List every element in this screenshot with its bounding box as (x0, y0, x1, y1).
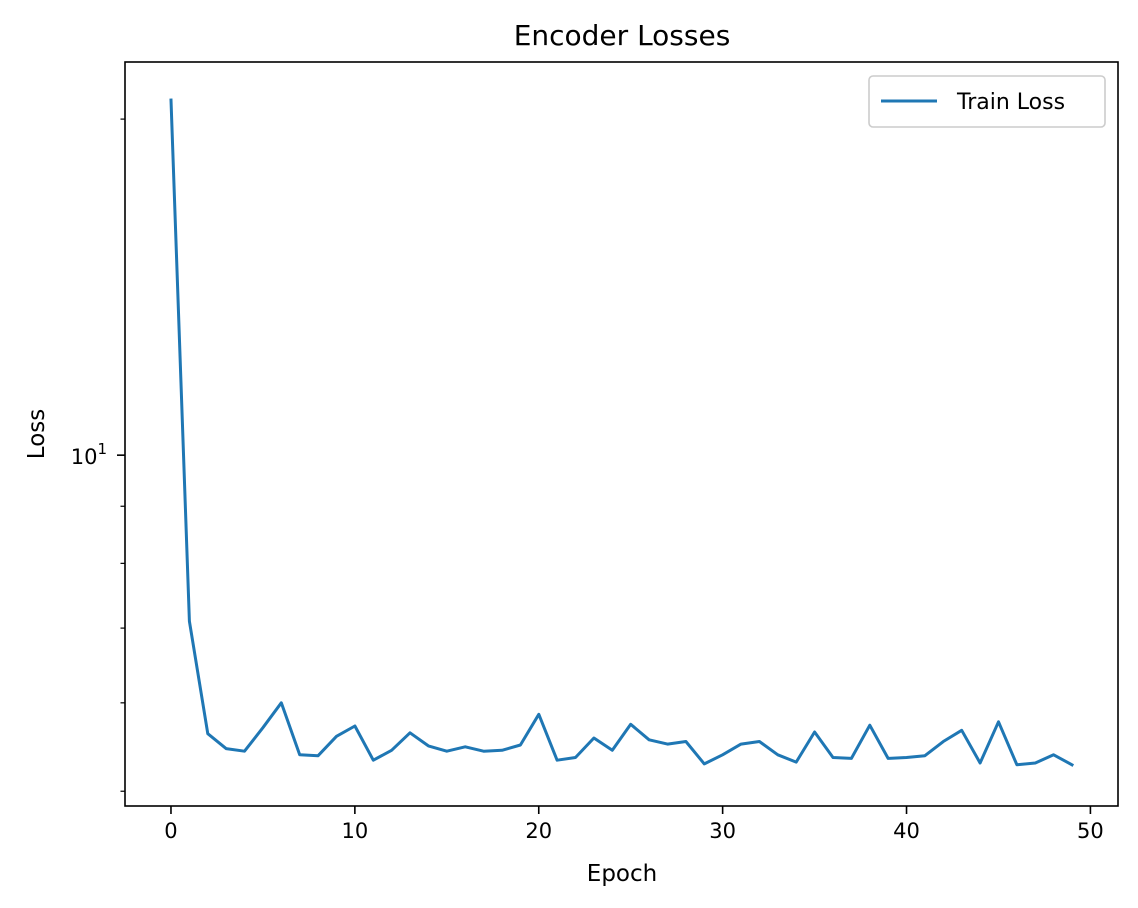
x-tick-label: 20 (525, 819, 552, 843)
x-tick-label: 50 (1077, 819, 1104, 843)
chart-title: Encoder Losses (514, 19, 731, 52)
legend: Train Loss (868, 75, 1106, 128)
series-line-0 (169, 98, 1075, 767)
legend-label-train-loss: Train Loss (956, 90, 1065, 115)
series-layer (169, 98, 1075, 767)
x-tick-label: 0 (164, 819, 177, 843)
y-axis: 101 (71, 118, 125, 792)
y-axis-label: Loss (24, 409, 50, 459)
x-tick-label: 30 (709, 819, 736, 843)
legend-box (868, 75, 1106, 128)
x-tick-label: 10 (341, 819, 368, 843)
axes-frame (124, 61, 1119, 807)
x-axis: 0 10 20 30 40 50 (164, 806, 1104, 843)
x-axis-label: Epoch (587, 861, 657, 887)
plot-area (125, 62, 1118, 806)
y-tick-label: 101 (71, 440, 107, 469)
x-tick-label: 40 (893, 819, 920, 843)
